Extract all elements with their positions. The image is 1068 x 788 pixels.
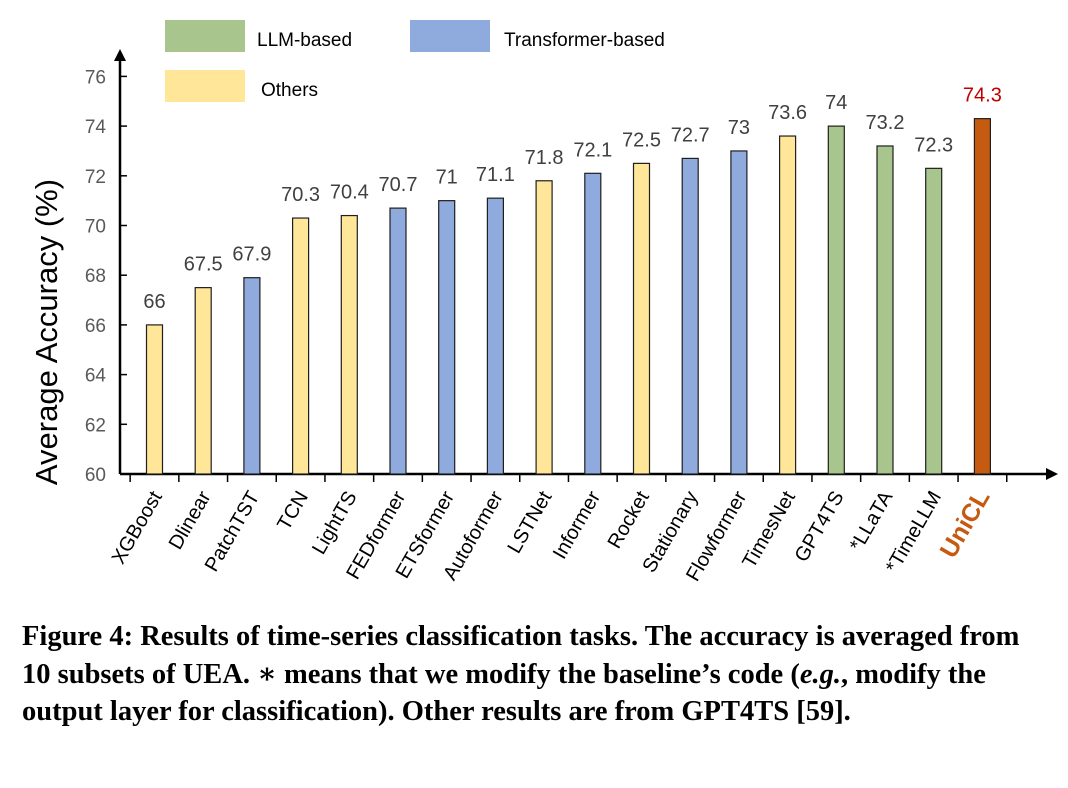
data-label: 70.4: [330, 182, 369, 204]
data-label: 67.5: [184, 254, 223, 276]
chart-figure: LLM-based Transformer-based Others 60 62 64 6…: [29, 20, 1058, 585]
data-label: 71.8: [525, 147, 564, 169]
data-label: 73: [728, 117, 750, 139]
data-label: 71.1: [476, 164, 515, 186]
data-label: 73.6: [768, 102, 807, 124]
y-tick-label: 64: [85, 366, 107, 387]
bar-patchtst: [243, 277, 261, 475]
data-label: 72.3: [914, 134, 953, 156]
legend-swatch-llm-based: [165, 20, 245, 52]
bar-dlinear: [194, 287, 212, 475]
data-label: 72.1: [573, 139, 612, 161]
legend-label-transformer-based: Transformer-based: [504, 30, 665, 51]
bar-etsformer: [438, 200, 456, 475]
bar-gpt4ts: [827, 125, 845, 475]
x-tick-label: Rocket: [604, 487, 654, 552]
bar-lstnet: [535, 180, 553, 475]
chart-bars: [145, 118, 992, 475]
x-tick-label: UniCL: [935, 485, 996, 563]
chart-axes: 60 62 64 66 68 70 72 74 76 Average Accuracy (%): [29, 49, 1058, 486]
x-tick-label: LightTS: [308, 488, 362, 559]
bar-lightts: [340, 214, 358, 475]
bar-timesnet: [778, 135, 797, 475]
bar-timellm: [925, 167, 943, 475]
legend-swatch-others: [165, 70, 245, 102]
legend-swatch-transformer-based: [410, 20, 490, 52]
y-tick-label: 68: [85, 266, 106, 287]
caption-text-end: , modify the output layer for classifica…: [22, 658, 986, 728]
figure-caption: Figure 4: Results of time-series classif…: [22, 618, 1042, 731]
data-label: 66: [143, 291, 165, 313]
data-label: 72.7: [671, 124, 710, 146]
bar-tcn: [292, 217, 310, 475]
legend-label-others: Others: [261, 80, 318, 101]
caption-text-italic: e.g.: [799, 658, 841, 690]
y-axis-label: Average Accuracy (%): [29, 179, 64, 485]
data-label: 74.3: [963, 85, 1002, 107]
data-label: 67.9: [232, 244, 271, 266]
chart-legend: LLM-based Transformer-based Others: [165, 20, 665, 102]
data-label: 72.5: [622, 129, 661, 151]
x-tick-label: *LLaTA: [846, 487, 898, 555]
y-tick-label: 70: [85, 217, 106, 238]
chart-value-labels: 66 67.5 67.9 70.3 70.4 70.7 71 71.1 71.8 72.1 72.5…: [143, 85, 1001, 313]
y-tick-label: 66: [85, 316, 106, 337]
bar-rocket: [632, 162, 651, 475]
bar-xgboost: [145, 324, 164, 475]
caption-text-start: Figure 4: Results of time-series classif…: [22, 621, 1020, 690]
data-label: 73.2: [866, 112, 905, 134]
data-label: 70.7: [379, 174, 418, 196]
y-tick-label: 72: [85, 167, 106, 188]
x-tick-label: TCN: [273, 488, 313, 535]
bar-fedformer: [389, 207, 407, 475]
bar-informer: [584, 172, 602, 475]
bar-flowformer: [730, 150, 748, 475]
y-tick-label: 62: [85, 415, 106, 436]
bar-stationary: [681, 157, 699, 475]
x-tick-label: Informer: [549, 487, 605, 563]
y-tick-label: 74: [85, 117, 107, 138]
y-tick-label: 76: [85, 67, 106, 88]
data-label: 74: [825, 92, 847, 114]
x-tick-label: XGBoost: [108, 487, 167, 568]
x-tick-label: Dlinear: [165, 487, 216, 553]
data-label: 71: [436, 167, 458, 189]
data-label: 70.3: [281, 184, 320, 206]
bar-llata: [876, 145, 894, 475]
bar-autoformer: [486, 197, 504, 475]
y-tick-label: 60: [85, 465, 106, 486]
bar-unicl: [973, 118, 992, 475]
legend-label-llm-based: LLM-based: [257, 30, 352, 51]
x-tick-label: LSTNet: [503, 487, 556, 557]
